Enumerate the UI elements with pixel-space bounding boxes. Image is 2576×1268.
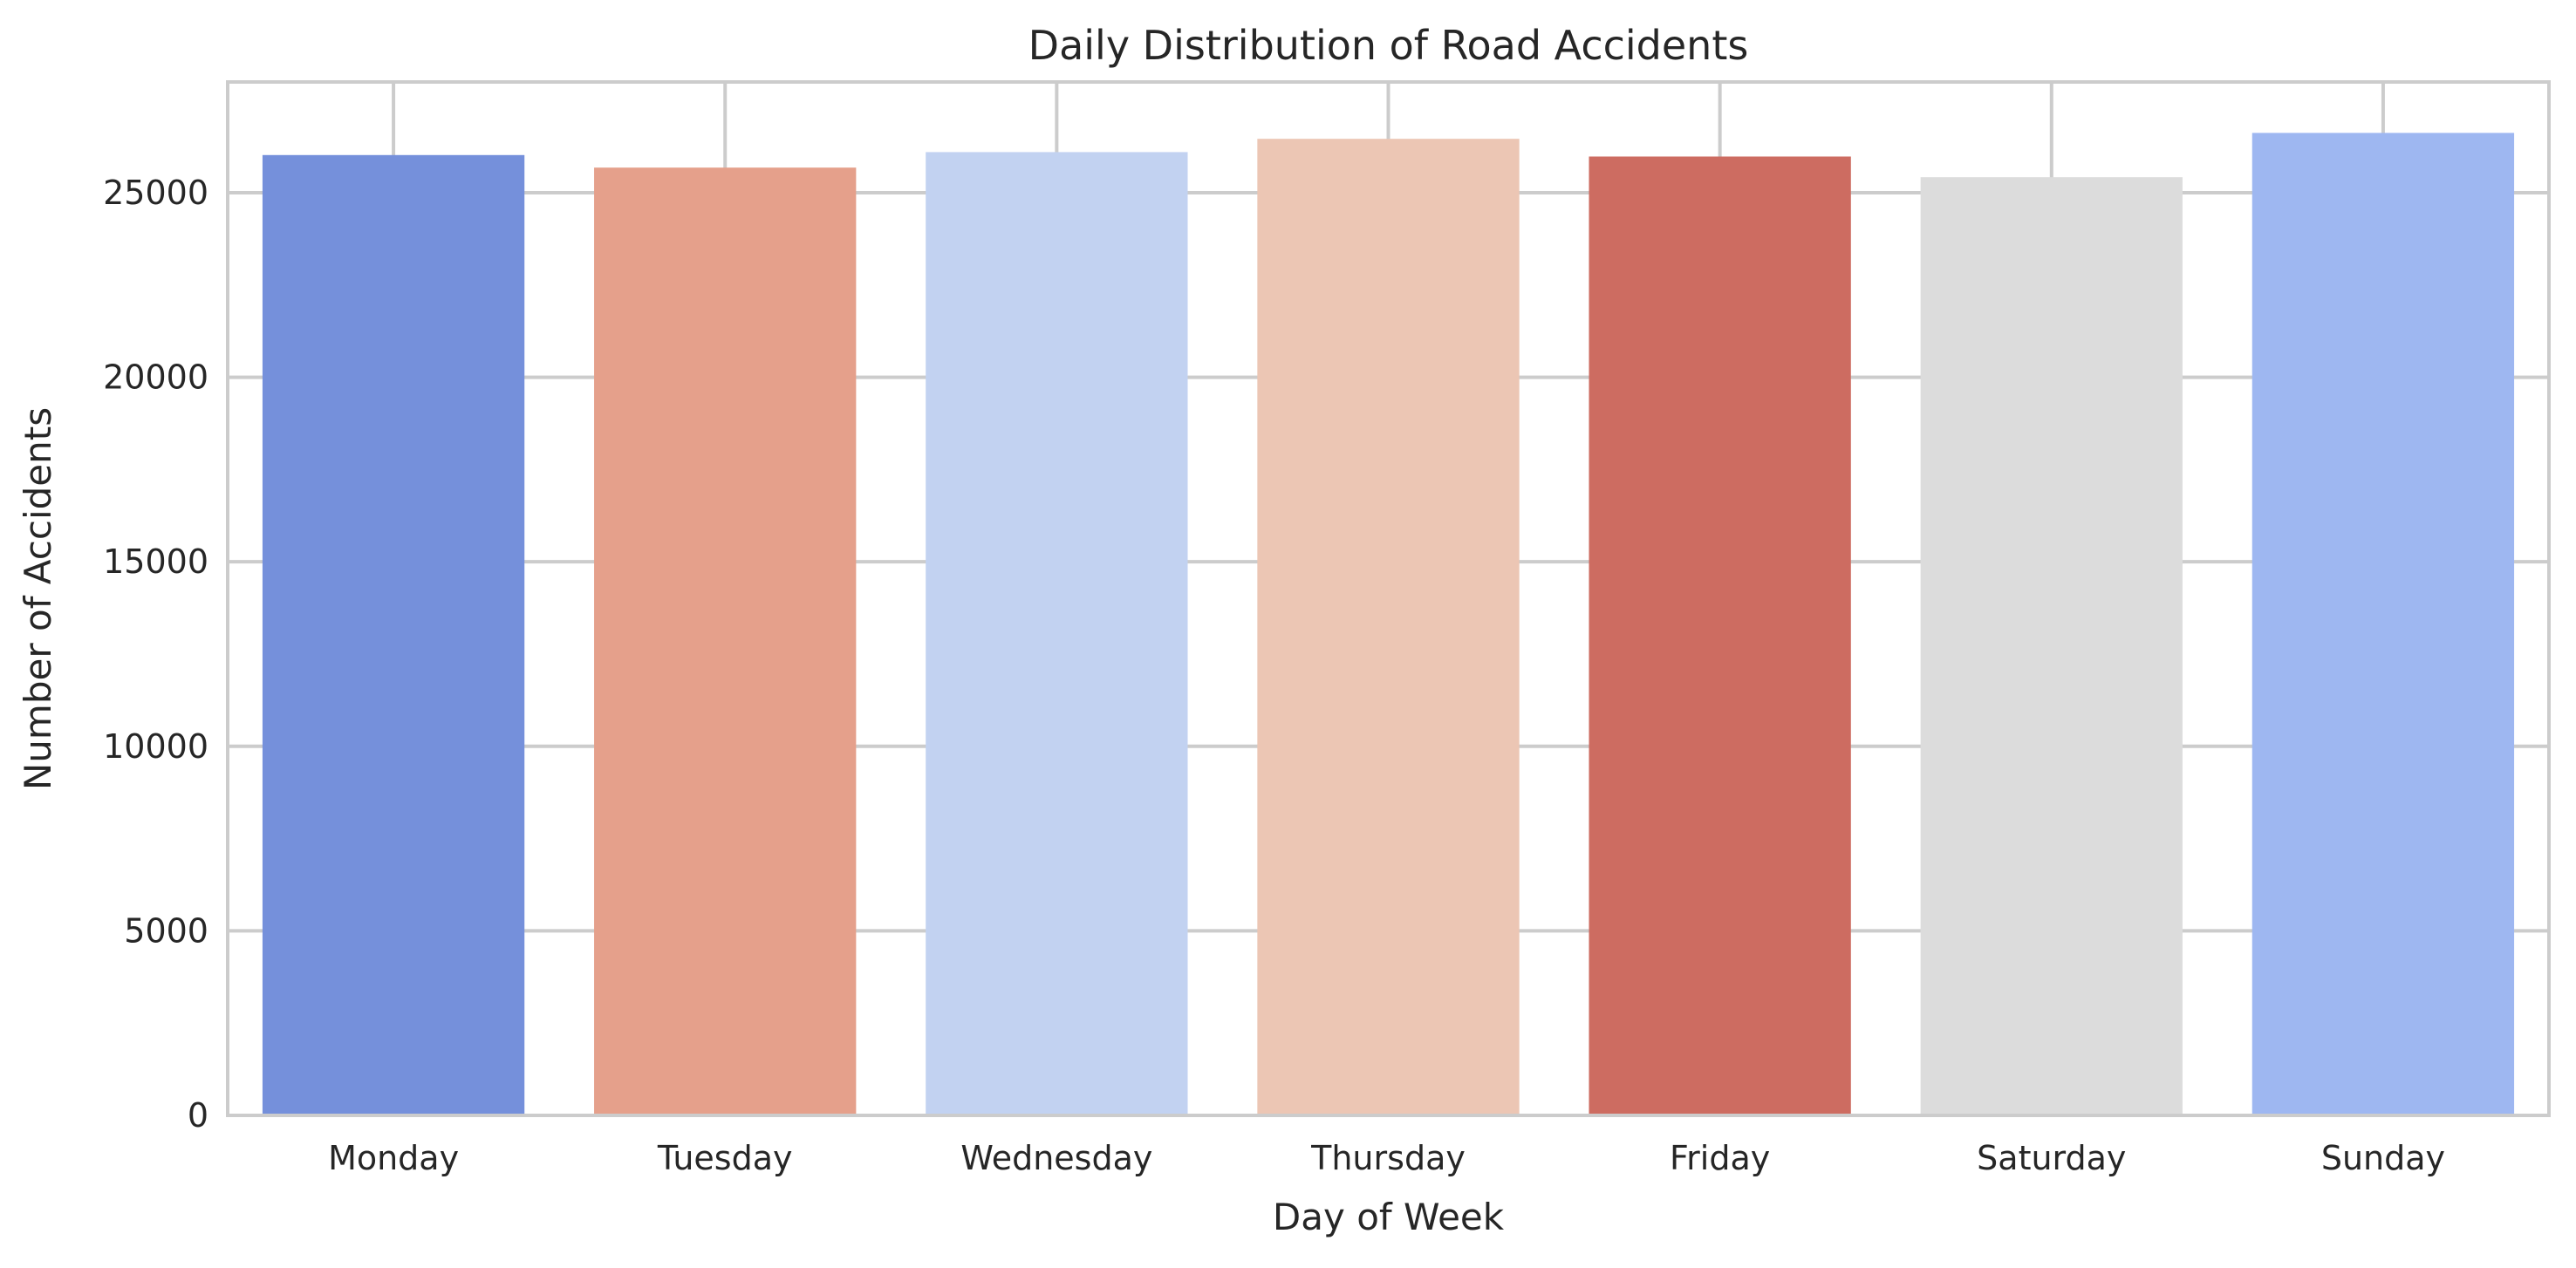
y-axis-label: Number of Accidents [17, 407, 59, 790]
y-tick-label: 20000 [103, 358, 208, 397]
y-tick-label: 25000 [103, 174, 208, 212]
bar-saturday [1920, 177, 2183, 1115]
y-axis-ticks: 0 5000 10000 15000 20000 25000 [103, 174, 208, 1135]
bar-friday [1589, 156, 1851, 1116]
bar-monday [262, 154, 525, 1116]
y-tick-label: 10000 [103, 727, 208, 766]
y-tick-label: 0 [188, 1096, 208, 1135]
x-axis-ticks: Monday Tuesday Wednesday Thursday Friday Satu… [328, 1139, 2445, 1177]
bar-thursday [1257, 139, 1520, 1115]
x-tick-label: Thursday [1310, 1139, 1466, 1177]
x-tick-label: Monday [328, 1139, 459, 1177]
bar-tuesday [594, 167, 857, 1116]
chart-title: Daily Distribution of Road Accidents [1028, 22, 1749, 69]
y-tick-label: 5000 [124, 911, 208, 950]
bars [262, 133, 2515, 1116]
x-tick-label: Friday [1670, 1139, 1770, 1177]
y-tick-label: 15000 [103, 542, 208, 581]
bar-wednesday [926, 152, 1188, 1115]
bar-sunday [2251, 133, 2515, 1115]
x-tick-label: Sunday [2321, 1139, 2445, 1177]
x-tick-label: Tuesday [657, 1139, 793, 1177]
x-axis-label: Day of Week [1273, 1196, 1505, 1238]
x-tick-label: Saturday [1977, 1139, 2126, 1177]
plot-frame [226, 80, 2551, 1117]
x-tick-label: Wednesday [960, 1139, 1152, 1177]
